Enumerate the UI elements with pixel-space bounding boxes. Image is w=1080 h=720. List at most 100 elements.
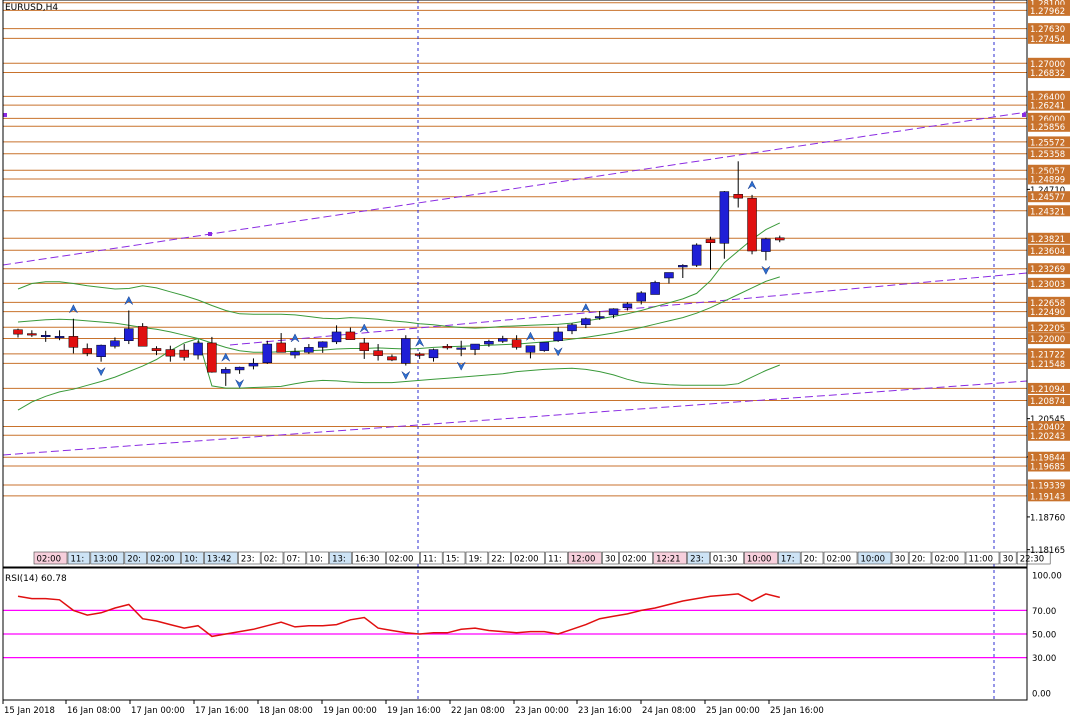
- price-label: 1.24899: [1030, 175, 1065, 185]
- fractal-up-arrow: [415, 337, 424, 347]
- candle-bearish: [13, 329, 23, 335]
- candle-bullish: [691, 244, 702, 266]
- rsi-axis-label: 70.00: [1032, 607, 1056, 617]
- time-tag[interactable]: [442, 551, 466, 565]
- time-tag[interactable]: [965, 551, 1000, 565]
- horizontal-levels: [3, 2, 1027, 497]
- time-tag-label: 10:00: [747, 555, 772, 565]
- time-tag[interactable]: [90, 551, 125, 565]
- time-tag[interactable]: [329, 551, 352, 565]
- trend-channel-line[interactable]: [2, 380, 1028, 456]
- time-tag[interactable]: [204, 551, 238, 565]
- time-tag[interactable]: [1016, 551, 1051, 565]
- time-tag[interactable]: [511, 551, 545, 565]
- time-tag-label: 10:: [184, 555, 198, 565]
- price-label-box: [1028, 232, 1070, 244]
- channel-anchor-point[interactable]: [3, 113, 7, 117]
- candle-bullish: [539, 342, 550, 351]
- price-label-box: [1028, 348, 1070, 360]
- price-label-box: [1028, 490, 1070, 502]
- price-label-box: [1028, 263, 1070, 275]
- price-label: 1.26400: [1030, 93, 1065, 103]
- time-tag[interactable]: [857, 551, 892, 565]
- time-tag[interactable]: [67, 551, 91, 565]
- candle-bullish: [110, 340, 120, 347]
- rsi-axis-label: 0.00: [1032, 690, 1051, 700]
- time-tag-label: 02:00: [827, 555, 852, 565]
- rsi-axis-label: 100.00: [1032, 572, 1062, 582]
- time-axis-label: 25 Jan 16:00: [770, 706, 824, 716]
- time-tag[interactable]: [352, 551, 386, 565]
- channel-anchor-point[interactable]: [208, 232, 212, 236]
- time-tag-label: 11:: [423, 555, 437, 565]
- time-tag[interactable]: [124, 551, 147, 565]
- time-tag[interactable]: [33, 551, 68, 565]
- candle-bearish: [179, 349, 189, 358]
- trend-channel-line[interactable]: [229, 272, 1028, 346]
- time-tag[interactable]: [306, 551, 329, 565]
- candle-bullish: [124, 328, 134, 342]
- price-label: 1.21548: [1030, 360, 1065, 370]
- time-tag[interactable]: [687, 551, 710, 565]
- fractal-up-arrow: [747, 180, 757, 190]
- time-tag[interactable]: [181, 551, 204, 565]
- price-label-box: [1028, 306, 1070, 318]
- time-tag[interactable]: [420, 551, 443, 565]
- fractal-up-arrow: [124, 295, 134, 305]
- channel-anchor-point[interactable]: [1022, 113, 1026, 117]
- candle-bullish: [317, 341, 328, 348]
- time-tag[interactable]: [823, 551, 858, 565]
- time-tag[interactable]: [386, 551, 420, 565]
- main-chart-title: EURUSD,H4: [5, 3, 59, 13]
- time-tag[interactable]: [545, 551, 568, 565]
- time-tag[interactable]: [800, 551, 824, 565]
- price-label: 1.23821: [1030, 235, 1065, 245]
- price-label-box: [1028, 32, 1070, 44]
- time-tag[interactable]: [238, 551, 261, 565]
- time-tag[interactable]: [744, 551, 778, 565]
- fractal-down-arrow: [96, 367, 106, 377]
- candle-bullish: [262, 343, 273, 364]
- time-axis-label: 23 Jan 00:00: [515, 706, 569, 716]
- candle-bullish: [96, 344, 106, 357]
- time-tag-label: 20:: [127, 555, 141, 565]
- candle-bearish: [747, 197, 757, 252]
- time-tag[interactable]: [931, 551, 966, 565]
- price-label: 1.23269: [1030, 265, 1065, 275]
- rsi-plot-frame: [2, 567, 1028, 701]
- candle-bullish: [553, 331, 563, 342]
- price-label-box: [1028, 136, 1070, 148]
- time-tag[interactable]: [147, 551, 181, 565]
- candle-bullish: [664, 272, 674, 279]
- time-tag[interactable]: [908, 551, 932, 565]
- time-tag[interactable]: [602, 551, 619, 565]
- time-tag[interactable]: [619, 551, 653, 565]
- time-tag[interactable]: [653, 551, 687, 565]
- fractal-down-arrow: [456, 361, 466, 371]
- candle-bullish: [304, 347, 314, 353]
- time-tag[interactable]: [891, 551, 909, 565]
- candle-bearish: [276, 342, 286, 353]
- fractal-up-arrow: [69, 304, 78, 313]
- time-tag[interactable]: [568, 551, 602, 565]
- rsi-title: RSI(14) 60.78: [5, 574, 67, 584]
- time-tag-label: 30: [605, 555, 616, 565]
- time-tag[interactable]: [283, 551, 307, 565]
- time-tag[interactable]: [465, 551, 489, 565]
- time-tag[interactable]: [999, 551, 1017, 565]
- time-tag-label: 10:00: [861, 555, 886, 565]
- candle-bullish: [428, 349, 439, 359]
- time-tag[interactable]: [488, 551, 511, 565]
- time-tag-label: 13:42: [207, 555, 232, 565]
- price-label: 1.18165: [1030, 546, 1065, 556]
- time-tag[interactable]: [778, 551, 801, 565]
- trend-channel-line[interactable]: [2, 111, 1028, 266]
- price-label: 1.25572: [1030, 138, 1065, 148]
- time-axis-label: 17 Jan 00:00: [131, 706, 185, 716]
- time-tag[interactable]: [710, 551, 744, 565]
- time-axis-label: 17 Jan 16:00: [195, 706, 249, 716]
- time-tag[interactable]: [260, 551, 284, 565]
- candle-bearish: [775, 237, 785, 241]
- price-label: 1.21094: [1030, 385, 1065, 395]
